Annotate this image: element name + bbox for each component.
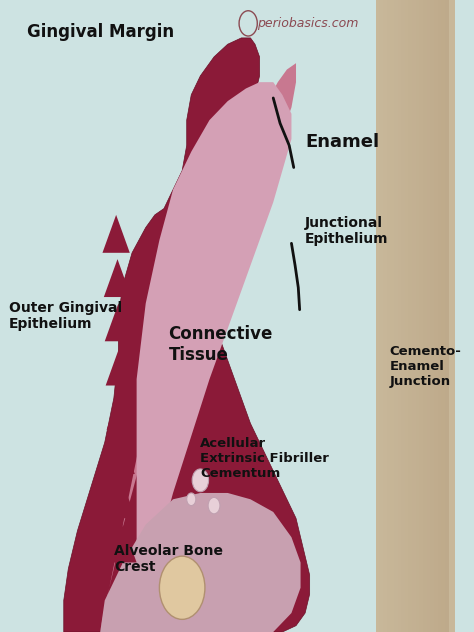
Bar: [430, 0, 434, 632]
Bar: [387, 0, 390, 632]
Ellipse shape: [208, 497, 220, 514]
Bar: [438, 0, 441, 632]
Bar: [401, 0, 405, 632]
Text: Junctional
Epithelium: Junctional Epithelium: [305, 216, 389, 246]
Text: Cemento-
Enamel
Junction: Cemento- Enamel Junction: [389, 345, 461, 388]
Bar: [445, 0, 448, 632]
Polygon shape: [102, 215, 130, 253]
Polygon shape: [107, 392, 134, 430]
Text: periobasics.com: periobasics.com: [257, 17, 359, 30]
Bar: [376, 0, 456, 632]
Text: Acellular
Extrinsic Fibriller
Cementum: Acellular Extrinsic Fibriller Cementum: [201, 437, 329, 480]
Polygon shape: [100, 63, 296, 632]
Text: Alveolar Bone
Crest: Alveolar Bone Crest: [114, 544, 223, 574]
Bar: [383, 0, 387, 632]
Polygon shape: [100, 493, 301, 632]
Bar: [427, 0, 430, 632]
Bar: [394, 0, 398, 632]
Bar: [434, 0, 438, 632]
Bar: [390, 0, 394, 632]
Bar: [376, 0, 379, 632]
Bar: [405, 0, 409, 632]
Text: Connective
Tissue: Connective Tissue: [168, 325, 273, 364]
Polygon shape: [104, 259, 131, 297]
Ellipse shape: [192, 469, 209, 492]
Ellipse shape: [159, 556, 205, 619]
Text: Outer Gingival
Epithelium: Outer Gingival Epithelium: [9, 301, 122, 331]
Polygon shape: [108, 436, 135, 474]
Bar: [412, 0, 416, 632]
Text: Gingival Margin: Gingival Margin: [27, 23, 174, 41]
Text: Enamel: Enamel: [305, 133, 379, 151]
Bar: [441, 0, 445, 632]
Bar: [419, 0, 423, 632]
Bar: [423, 0, 427, 632]
Polygon shape: [105, 303, 132, 341]
Polygon shape: [137, 82, 292, 632]
Polygon shape: [64, 38, 310, 632]
Ellipse shape: [187, 493, 196, 506]
Bar: [416, 0, 419, 632]
Polygon shape: [109, 480, 136, 518]
Polygon shape: [109, 525, 137, 562]
Bar: [409, 0, 412, 632]
Polygon shape: [106, 348, 133, 386]
Bar: [379, 0, 383, 632]
Bar: [398, 0, 401, 632]
